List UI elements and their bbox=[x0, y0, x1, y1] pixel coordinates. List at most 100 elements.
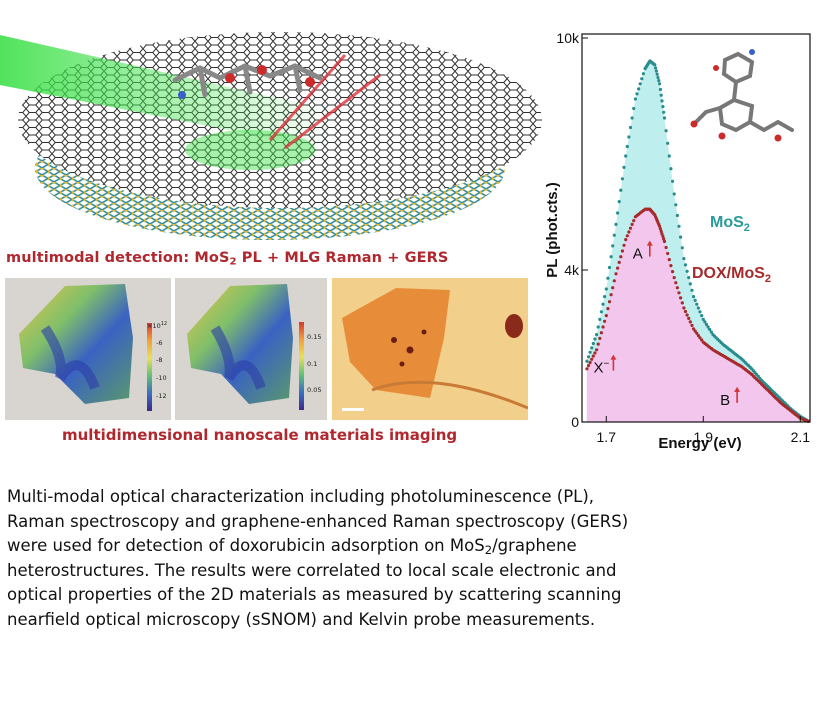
annotation-arrowhead bbox=[610, 354, 617, 360]
data-point bbox=[614, 272, 618, 276]
description-line: heterostructures. The results were corre… bbox=[7, 560, 617, 580]
data-point bbox=[619, 255, 623, 259]
data-point bbox=[627, 230, 631, 234]
data-point bbox=[703, 320, 707, 324]
data-point bbox=[590, 357, 594, 361]
colorbar-tick: 0.1 bbox=[307, 360, 318, 368]
data-point bbox=[701, 317, 705, 321]
data-point bbox=[688, 282, 692, 286]
data-point bbox=[700, 338, 704, 342]
data-point bbox=[708, 327, 712, 332]
data-point bbox=[685, 269, 689, 273]
x-tick-label: 2.1 bbox=[791, 429, 811, 445]
annotation-label: B bbox=[720, 392, 730, 409]
data-point bbox=[666, 141, 670, 145]
y-axis-label: PL (phot.cts.) bbox=[544, 182, 561, 278]
data-point bbox=[599, 310, 603, 314]
data-point bbox=[692, 327, 696, 331]
data-point bbox=[695, 331, 699, 335]
raman-rays bbox=[268, 54, 381, 150]
data-point bbox=[616, 211, 620, 215]
data-point bbox=[593, 351, 597, 355]
data-point bbox=[611, 286, 615, 290]
data-point bbox=[637, 87, 641, 91]
data-point bbox=[709, 330, 713, 334]
data-point bbox=[683, 263, 688, 267]
data-point bbox=[664, 129, 668, 133]
data-point bbox=[671, 270, 675, 274]
legend-dox-mos2: DOX/MoS2 bbox=[692, 265, 771, 285]
data-point bbox=[604, 287, 608, 291]
snom-image-panel bbox=[332, 278, 528, 420]
data-point bbox=[685, 313, 689, 317]
data-point bbox=[664, 245, 668, 250]
dox-molecule bbox=[172, 63, 323, 99]
colorbar-tick: 0.05 bbox=[307, 386, 322, 394]
colorbar-tick: -8 bbox=[156, 356, 163, 364]
data-point bbox=[666, 251, 670, 256]
data-point bbox=[598, 336, 602, 340]
data-point bbox=[662, 116, 667, 120]
data-point bbox=[585, 367, 589, 371]
data-point bbox=[704, 322, 709, 327]
data-point bbox=[671, 179, 675, 183]
data-point bbox=[687, 276, 691, 280]
data-point bbox=[635, 92, 639, 96]
data-point bbox=[586, 364, 591, 368]
work-function-map-panel: ×1012 -6 -8 -10 -12 bbox=[5, 278, 171, 420]
data-point bbox=[607, 265, 612, 270]
data-point bbox=[627, 135, 631, 139]
colorbar-tick: -10 bbox=[156, 374, 167, 382]
y-tick-label: 0 bbox=[571, 414, 579, 430]
data-point bbox=[654, 66, 658, 70]
description-line: Multi-modal optical characterization inc… bbox=[7, 487, 595, 506]
data-point bbox=[687, 316, 691, 320]
data-point bbox=[611, 244, 615, 248]
data-point bbox=[620, 249, 624, 253]
raman-ratio-map bbox=[175, 278, 327, 420]
annotations: ABX− bbox=[593, 240, 741, 409]
data-point bbox=[690, 288, 694, 292]
data-point bbox=[658, 82, 662, 86]
data-point bbox=[672, 192, 676, 196]
heterostructure-illustration bbox=[0, 32, 542, 240]
data-point bbox=[656, 75, 660, 80]
data-point bbox=[614, 222, 618, 226]
data-point bbox=[677, 291, 681, 295]
snom-image bbox=[332, 278, 528, 420]
data-point bbox=[696, 334, 700, 338]
data-point bbox=[622, 243, 626, 247]
data-point bbox=[593, 337, 597, 341]
data-point bbox=[620, 177, 624, 181]
data-point bbox=[612, 279, 616, 283]
series-points bbox=[585, 59, 810, 423]
data-point bbox=[672, 276, 676, 280]
caption-nanoscale-imaging: multidimensional nanoscale materials ima… bbox=[62, 426, 458, 444]
data-point bbox=[632, 106, 636, 111]
colorbar-tick: 0.15 bbox=[307, 333, 322, 341]
data-point bbox=[630, 116, 634, 120]
series-fill-1 bbox=[586, 209, 810, 422]
data-point bbox=[617, 200, 621, 204]
data-point bbox=[680, 301, 684, 305]
data-point bbox=[662, 237, 666, 241]
data-point bbox=[658, 87, 662, 92]
data-point bbox=[609, 255, 613, 259]
data-point bbox=[675, 286, 679, 290]
plot-frame bbox=[581, 33, 811, 423]
x-axis-label: Energy (eV) bbox=[658, 435, 741, 452]
annotation-label: A bbox=[633, 246, 643, 263]
data-point bbox=[654, 69, 658, 73]
data-point bbox=[604, 314, 608, 318]
data-point bbox=[606, 307, 610, 311]
data-point bbox=[660, 232, 664, 236]
data-point bbox=[688, 320, 692, 324]
data-point bbox=[588, 360, 592, 365]
y-tick-label: 10k bbox=[556, 30, 580, 46]
data-point bbox=[590, 346, 594, 350]
data-point bbox=[696, 306, 700, 310]
pl-spectrum-chart: 1.7 1.9 2.1 0 4k 10k PL (phot.cts.) Energy (e… bbox=[544, 30, 811, 452]
data-point bbox=[601, 302, 605, 306]
data-point bbox=[591, 341, 595, 346]
data-point bbox=[586, 355, 591, 359]
